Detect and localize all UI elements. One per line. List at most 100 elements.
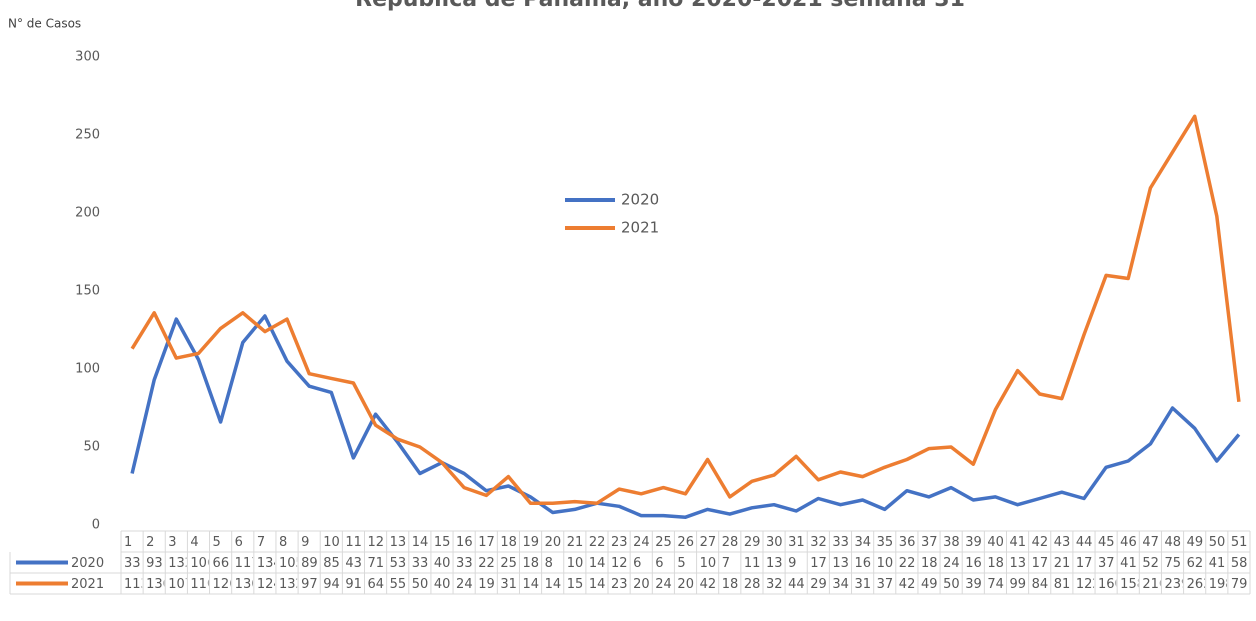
- table-cell: 6: [633, 556, 641, 571]
- table-cell: 13: [832, 556, 849, 571]
- x-tick-label: 35: [877, 535, 894, 550]
- y-tick-label: 50: [83, 440, 100, 455]
- table-cell: 10: [700, 556, 717, 571]
- y-tick-label: 100: [75, 362, 100, 377]
- table-cell: 93: [146, 556, 163, 571]
- table-cell: 85: [323, 556, 340, 571]
- x-tick-label: 49: [1187, 535, 1204, 550]
- table-cell: 19: [478, 577, 495, 592]
- table-cell: 22: [478, 556, 495, 571]
- x-tick-label: 22: [589, 535, 606, 550]
- table-cell: 43: [345, 556, 362, 571]
- table-cell: 89: [301, 556, 318, 571]
- y-tick-label: 300: [75, 50, 100, 65]
- table-cell: 14: [522, 577, 539, 592]
- table-cell: 14: [589, 556, 606, 571]
- x-tick-label: 34: [855, 535, 872, 550]
- table-cell: 160: [1098, 577, 1123, 592]
- table-cell: 52: [1142, 556, 1159, 571]
- table-row-label: 2020: [71, 556, 104, 571]
- x-tick-label: 50: [1209, 535, 1226, 550]
- x-tick-label: 23: [611, 535, 628, 550]
- table-cell: 42: [700, 577, 717, 592]
- table-cell: 40: [434, 556, 451, 571]
- table-cell: 33: [412, 556, 429, 571]
- x-tick-label: 38: [943, 535, 960, 550]
- table-cell: 84: [1032, 577, 1049, 592]
- x-tick-label: 30: [766, 535, 783, 550]
- y-axis-label: N° de Casos: [8, 17, 81, 31]
- x-tick-label: 15: [434, 535, 451, 550]
- table-cell: 158: [1120, 577, 1145, 592]
- table-cell: 23: [611, 577, 628, 592]
- table-cell: 53: [390, 556, 407, 571]
- table-cell: 136: [235, 577, 260, 592]
- table-cell: 39: [965, 577, 982, 592]
- table-cell: 14: [545, 577, 562, 592]
- x-tick-label: 40: [987, 535, 1004, 550]
- table-cell: 49: [921, 577, 938, 592]
- table-cell: 10: [877, 556, 894, 571]
- table-cell: 18: [921, 556, 938, 571]
- table-cell: 198: [1209, 577, 1234, 592]
- table-cell: 94: [323, 577, 340, 592]
- y-tick-label: 250: [75, 128, 100, 143]
- x-tick-label: 43: [1054, 535, 1071, 550]
- table-cell: 66: [213, 556, 230, 571]
- x-tick-label: 45: [1098, 535, 1115, 550]
- table-cell: 17: [810, 556, 827, 571]
- x-tick-label: 25: [655, 535, 672, 550]
- table-cell: 18: [987, 556, 1004, 571]
- x-tick-label: 32: [810, 535, 827, 550]
- table-cell: 16: [855, 556, 872, 571]
- table-cell: 24: [655, 577, 672, 592]
- table-cell: 50: [412, 577, 429, 592]
- chart-title: República de Panamá, año 2020-2021 seman…: [355, 0, 965, 12]
- table-cell: 124: [257, 577, 282, 592]
- table-cell: 22: [899, 556, 916, 571]
- table-cell: 29: [810, 577, 827, 592]
- table-cell: 21: [1054, 556, 1071, 571]
- table-cell: 37: [1098, 556, 1115, 571]
- table-cell: 107: [168, 577, 193, 592]
- table-cell: 132: [168, 556, 193, 571]
- table-cell: 97: [301, 577, 318, 592]
- table-cell: 20: [633, 577, 650, 592]
- legend-label: 2020: [621, 191, 659, 209]
- table-cell: 136: [146, 577, 171, 592]
- table-cell: 10: [567, 556, 584, 571]
- x-tick-label: 13: [390, 535, 407, 550]
- table-cell: 262: [1187, 577, 1212, 592]
- table-cell: 9: [788, 556, 796, 571]
- table-cell: 91: [345, 577, 362, 592]
- x-tick-label: 14: [412, 535, 429, 550]
- x-tick-label: 12: [368, 535, 385, 550]
- table-cell: 105: [279, 556, 304, 571]
- table-cell: 55: [390, 577, 407, 592]
- table-cell: 81: [1054, 577, 1071, 592]
- x-tick-label: 41: [1009, 535, 1026, 550]
- x-tick-label: 33: [832, 535, 849, 550]
- x-tick-label: 20: [545, 535, 562, 550]
- table-cell: 117: [235, 556, 260, 571]
- table-cell: 239: [1164, 577, 1189, 592]
- table-cell: 20: [677, 577, 694, 592]
- table-cell: 41: [1209, 556, 1226, 571]
- table-cell: 14: [589, 577, 606, 592]
- table-cell: 33: [456, 556, 473, 571]
- x-tick-label: 21: [567, 535, 584, 550]
- x-tick-label: 48: [1164, 535, 1181, 550]
- x-tick-label: 6: [235, 535, 243, 550]
- table-cell: 25: [500, 556, 517, 571]
- table-cell: 18: [722, 577, 739, 592]
- table-cell: 34: [832, 577, 849, 592]
- table-cell: 99: [1009, 577, 1026, 592]
- table-cell: 11: [744, 556, 761, 571]
- table-cell: 31: [855, 577, 872, 592]
- x-tick-label: 28: [722, 535, 739, 550]
- x-tick-label: 18: [500, 535, 517, 550]
- x-tick-label: 8: [279, 535, 287, 550]
- table-cell: 58: [1231, 556, 1248, 571]
- table-cell: 24: [456, 577, 473, 592]
- legend-label: 2021: [621, 219, 659, 237]
